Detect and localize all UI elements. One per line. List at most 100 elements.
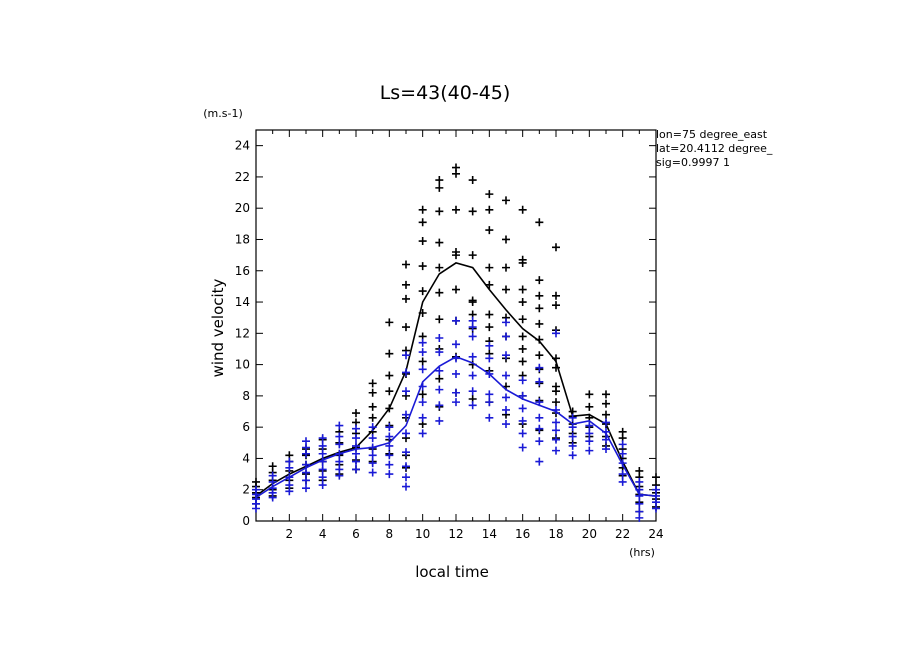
data-point-marker xyxy=(385,423,394,432)
x-tick-label: 2 xyxy=(286,527,294,541)
data-point-marker xyxy=(652,473,660,482)
data-point-marker xyxy=(435,183,444,192)
data-point-marker xyxy=(385,451,394,460)
data-point-marker xyxy=(468,387,477,396)
data-point-marker xyxy=(552,291,560,300)
y-tick-label: 14 xyxy=(235,295,250,309)
x-tick-label: 20 xyxy=(582,527,597,541)
data-point-marker xyxy=(368,379,377,388)
data-point-marker xyxy=(468,401,477,410)
data-point-marker xyxy=(535,218,544,227)
data-point-marker xyxy=(418,237,427,246)
data-point-marker xyxy=(585,446,594,455)
data-point-marker xyxy=(368,423,377,432)
data-point-marker xyxy=(518,357,527,366)
data-point-marker xyxy=(435,348,444,357)
data-point-marker xyxy=(352,424,360,433)
data-point-marker xyxy=(485,226,494,235)
data-point-marker xyxy=(418,429,427,438)
data-point-marker xyxy=(485,263,494,272)
data-point-marker xyxy=(318,481,327,490)
data-point-marker xyxy=(452,340,460,349)
x-unit-label: (hrs) xyxy=(629,546,655,559)
annotations: lon=75 degree_east lat=20.4112 degree_ s… xyxy=(656,128,773,169)
data-point-marker xyxy=(518,443,527,452)
data-point-marker xyxy=(385,349,394,358)
x-tick-label: 18 xyxy=(548,527,563,541)
x-tick-label: 8 xyxy=(386,527,394,541)
y-tick-label: 2 xyxy=(242,483,250,497)
data-point-marker xyxy=(352,449,360,458)
data-point-marker xyxy=(468,371,477,380)
data-point-marker xyxy=(618,440,627,449)
data-point-marker xyxy=(468,332,477,341)
data-point-marker xyxy=(535,351,544,360)
data-point-marker xyxy=(535,319,544,328)
data-point-marker xyxy=(452,316,460,325)
data-point-marker xyxy=(618,470,627,479)
data-point-marker xyxy=(418,262,427,271)
x-tick-label: 16 xyxy=(515,527,530,541)
data-point-marker xyxy=(552,301,560,310)
data-point-marker xyxy=(535,291,544,300)
data-point-marker xyxy=(302,484,310,493)
data-point-marker xyxy=(618,449,627,458)
data-point-marker xyxy=(402,448,410,457)
data-point-marker xyxy=(452,285,460,294)
y-tick-label: 12 xyxy=(235,326,250,340)
x-tick-label: 12 xyxy=(448,527,463,541)
data-point-marker xyxy=(335,432,344,441)
data-point-marker xyxy=(368,451,377,460)
data-point-marker xyxy=(435,366,444,375)
data-point-marker xyxy=(535,304,544,313)
data-point-marker xyxy=(402,473,410,482)
x-tick-label: 10 xyxy=(415,527,430,541)
data-point-marker xyxy=(418,287,427,296)
y-tick-label: 8 xyxy=(242,389,250,403)
data-point-marker xyxy=(552,435,560,444)
annotation-lat: lat=20.4112 degree_ xyxy=(656,142,773,155)
data-point-marker xyxy=(402,482,410,491)
data-point-marker xyxy=(318,441,327,450)
data-point-marker xyxy=(385,432,394,441)
data-point-marker xyxy=(435,288,444,297)
data-point-marker xyxy=(302,437,310,446)
data-point-marker xyxy=(518,404,527,413)
data-point-marker xyxy=(468,251,477,260)
data-point-marker xyxy=(502,196,510,205)
data-point-marker xyxy=(385,387,394,396)
data-point-marker xyxy=(318,434,327,443)
data-point-marker xyxy=(502,351,510,360)
y-axis-label: wind velocity xyxy=(209,278,227,377)
data-point-marker xyxy=(252,485,260,494)
data-point-marker xyxy=(352,457,360,466)
data-point-marker xyxy=(385,371,394,380)
data-point-marker xyxy=(602,418,610,427)
data-point-marker xyxy=(468,207,477,216)
data-point-marker xyxy=(652,485,660,494)
x-tick-label: 22 xyxy=(615,527,630,541)
data-point-marker xyxy=(502,371,510,380)
data-point-marker xyxy=(552,418,560,427)
data-point-marker xyxy=(435,238,444,247)
x-tick-label: 6 xyxy=(352,527,360,541)
data-point-marker xyxy=(552,426,560,435)
data-point-marker xyxy=(568,451,577,460)
data-point-marker xyxy=(585,402,594,411)
y-tick-label: 16 xyxy=(235,264,250,278)
data-point-marker xyxy=(485,341,494,350)
data-point-marker xyxy=(452,247,460,256)
y-tick-label: 24 xyxy=(235,139,250,153)
data-point-marker xyxy=(435,334,444,343)
data-point-marker xyxy=(485,398,494,407)
data-point-marker xyxy=(452,398,460,407)
data-point-marker xyxy=(518,255,527,264)
data-point-marker xyxy=(368,413,377,422)
data-point-marker xyxy=(402,294,410,303)
data-point-marker xyxy=(552,329,560,338)
data-point-marker xyxy=(452,163,460,172)
data-point-marker xyxy=(518,376,527,385)
y-tick-label: 22 xyxy=(235,170,250,184)
data-point-marker xyxy=(602,390,610,399)
